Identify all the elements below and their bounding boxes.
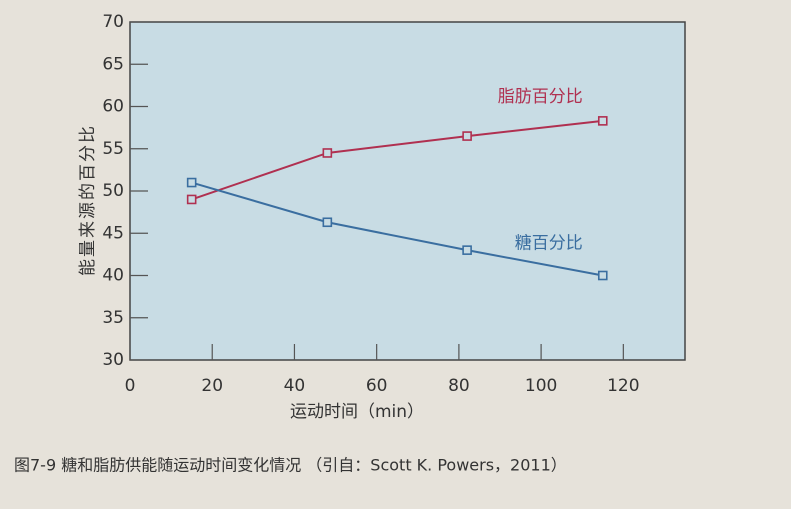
series-label: 糖百分比 (515, 234, 583, 254)
y-tick-label: 50 (102, 181, 124, 201)
y-tick-label: 55 (102, 139, 124, 159)
y-tick-label: 30 (102, 350, 124, 370)
y-tick-label: 45 (102, 223, 124, 243)
point-marker (597, 270, 608, 281)
y-axis-label: 能量来源的百分比 (78, 124, 98, 276)
x-axis-label: 运动时间（min） (290, 402, 424, 422)
point-marker (322, 217, 333, 228)
x-tick-label: 40 (284, 376, 306, 396)
series-line (191, 119, 603, 201)
y-tick-label: 40 (102, 266, 124, 286)
point-marker (186, 194, 197, 205)
point-marker (186, 177, 197, 188)
y-tick-label: 70 (102, 12, 124, 32)
caption: 图7-9 糖和脂肪供能随运动时间变化情况 （引自：Scott K. Powers… (14, 456, 567, 475)
x-tick-label: 20 (201, 376, 223, 396)
point-marker (322, 148, 333, 158)
point-marker (462, 131, 472, 141)
series-label: 脂肪百分比 (498, 87, 583, 107)
x-tick-label: 0 (125, 376, 136, 396)
y-tick-label: 35 (102, 308, 124, 328)
series-line (191, 181, 603, 277)
x-tick-label: 60 (366, 376, 388, 396)
y-tick-label: 65 (102, 54, 124, 74)
x-tick-label: 120 (607, 376, 639, 396)
point-marker (597, 116, 608, 126)
x-tick-label: 100 (525, 376, 557, 396)
x-tick-label: 80 (448, 376, 470, 396)
point-marker (462, 245, 472, 255)
y-tick-label: 60 (102, 97, 124, 117)
